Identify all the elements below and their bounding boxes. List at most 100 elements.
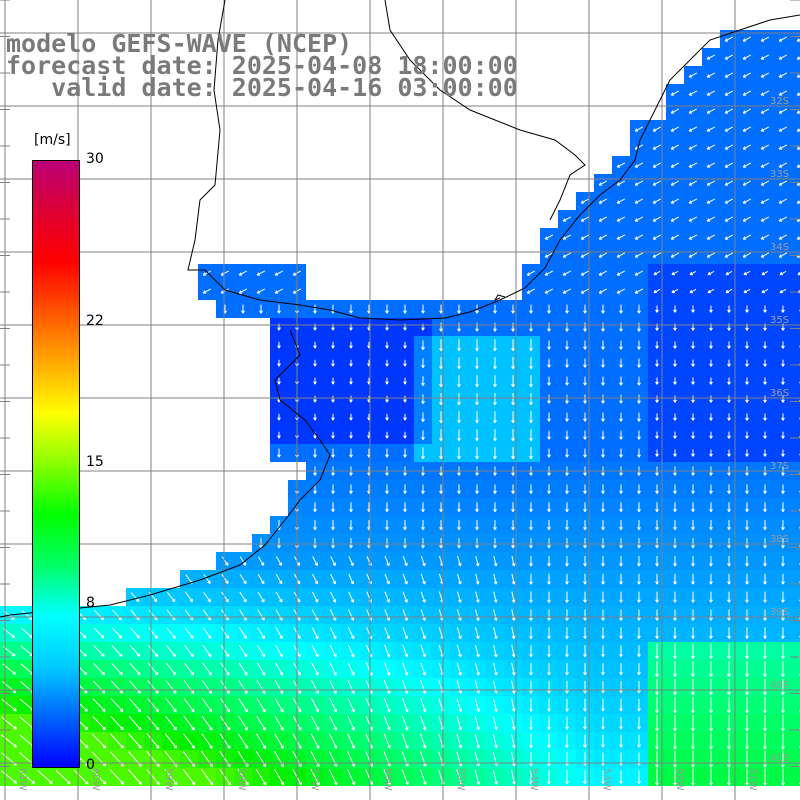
wind-arrow (349, 484, 353, 494)
wind-arrow (634, 252, 644, 258)
wind-arrow (1, 698, 17, 712)
wind-arrow (598, 216, 608, 222)
wind-arrow (493, 393, 497, 406)
wind-arrow (619, 609, 623, 621)
lon-label: 56W (382, 768, 393, 791)
wind-arrow (763, 750, 767, 768)
wind-arrow (456, 716, 463, 731)
wind-arrow (110, 769, 125, 785)
wind-arrow (511, 555, 516, 567)
wind-arrow (583, 537, 587, 549)
wind-arrow (673, 768, 677, 786)
wind-arrow (601, 412, 605, 422)
wind-arrow (456, 680, 463, 694)
wind-arrow (346, 768, 356, 786)
wind-arrow (401, 733, 409, 749)
wind-arrow (493, 447, 497, 460)
wind-arrow (420, 698, 427, 713)
wind-arrow (384, 556, 390, 567)
wind-arrow (421, 340, 425, 350)
wind-arrow (619, 537, 623, 549)
wind-arrow (781, 768, 785, 786)
wind-arrow (256, 733, 267, 749)
wind-arrow (1, 716, 18, 730)
wind-arrow (673, 609, 677, 621)
wind-arrow (583, 502, 587, 513)
wind-arrow (670, 162, 680, 168)
wind-arrow (277, 341, 281, 349)
wind-arrow (688, 90, 698, 96)
wind-arrow (544, 270, 554, 276)
wind-arrow (421, 358, 425, 368)
wind-arrow (493, 304, 497, 314)
wind-cell (792, 264, 800, 282)
wind-arrow (655, 591, 659, 603)
wind-arrow (781, 555, 785, 567)
wind-arrow (274, 270, 284, 276)
wind-cell (792, 300, 800, 318)
wind-arrow (745, 714, 749, 732)
wind-arrow (652, 252, 662, 258)
wind-cell (792, 336, 800, 354)
wind-arrow (688, 198, 698, 204)
wind-arrow (670, 126, 680, 132)
wind-arrow (691, 377, 695, 385)
wind-arrow (565, 394, 569, 404)
wind-arrow (781, 341, 785, 349)
wind-arrow (673, 537, 677, 549)
wind-arrow (619, 591, 623, 603)
wind-arrow (673, 714, 677, 732)
wind-arrow (655, 768, 659, 786)
wind-arrow (583, 591, 587, 603)
lon-label: 57W (309, 768, 320, 791)
wind-arrow (312, 556, 318, 567)
wind-arrow (619, 412, 623, 422)
wind-arrow (493, 520, 497, 531)
wind-arrow (311, 662, 319, 676)
wind-arrow (797, 271, 800, 276)
wind-arrow (742, 144, 752, 150)
lat-label: 38S (770, 534, 789, 545)
wind-arrow (673, 341, 677, 349)
wind-arrow (619, 520, 623, 531)
wind-arrow (724, 108, 734, 114)
wind-arrow (547, 627, 551, 640)
wind-arrow (164, 733, 178, 749)
wind-arrow (583, 680, 587, 694)
wind-arrow (778, 90, 788, 96)
wind-arrow (691, 359, 695, 367)
wind-arrow (652, 126, 662, 132)
wind-arrow (475, 447, 479, 460)
wind-arrow (420, 733, 427, 749)
wind-arrow (760, 90, 770, 96)
wind-arrow (727, 520, 731, 531)
wind-arrow (637, 698, 641, 712)
colorbar-tick-label: 22 (86, 312, 104, 329)
wind-arrow (313, 359, 317, 367)
wind-arrow (781, 697, 785, 714)
wind-arrow (601, 520, 605, 531)
wind-arrow (742, 198, 752, 204)
wind-arrow (200, 768, 214, 786)
wind-arrow (511, 591, 516, 603)
wind-arrow (493, 662, 498, 676)
wind-arrow (544, 234, 554, 240)
wind-arrow (727, 643, 731, 659)
wind-arrow (583, 555, 587, 567)
wind-arrow (652, 234, 662, 240)
wind-arrow (110, 751, 125, 767)
wind-arrow (257, 591, 265, 603)
lon-label: 58W (236, 768, 247, 791)
wind-arrow (219, 768, 231, 786)
wind-arrow (275, 627, 283, 640)
wind-arrow (439, 502, 443, 513)
wind-arrow (670, 216, 680, 222)
wind-arrow (456, 627, 462, 640)
wind-arrow (670, 90, 680, 96)
wind-arrow (760, 216, 770, 222)
uruguay-coast (493, 294, 506, 302)
wind-arrow (93, 627, 105, 639)
wind-arrow (277, 537, 281, 549)
wind-arrow (457, 393, 461, 406)
wind-arrow (673, 431, 677, 439)
